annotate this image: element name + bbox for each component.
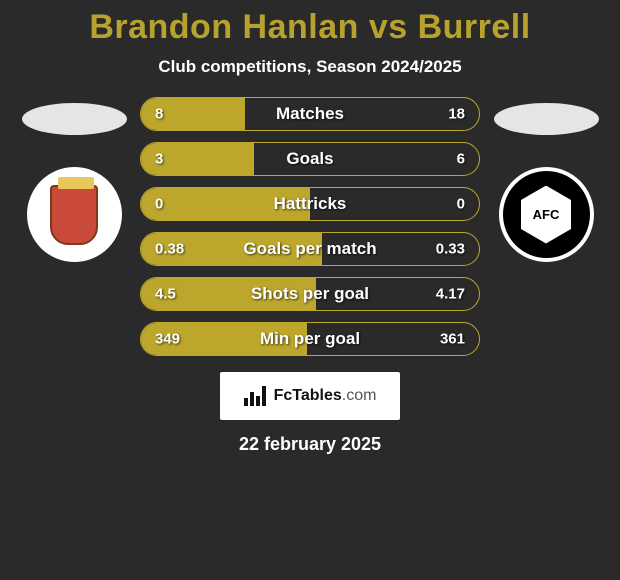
stat-row: 0 Hattricks 0 <box>140 187 480 221</box>
right-club-crest: AFC <box>499 167 594 262</box>
stat-label: Min per goal <box>260 329 360 349</box>
stat-value-right: 6 <box>457 151 465 168</box>
stats-column: 8 Matches 18 3 Goals 6 0 Hattricks 0 0.38 Goals pe… <box>140 97 480 356</box>
right-player-name-oval <box>494 103 599 135</box>
watermark-text: FcTables.com <box>274 387 377 405</box>
snapshot-date: 22 february 2025 <box>239 434 381 455</box>
right-player-col: AFC <box>486 97 606 262</box>
body-row: 8 Matches 18 3 Goals 6 0 Hattricks 0 0.38 Goals pe… <box>0 97 620 356</box>
stevenage-crest-icon <box>50 185 98 245</box>
shield-afc-crest-icon: AFC <box>521 186 571 244</box>
stat-value-left: 0.38 <box>155 241 184 258</box>
stat-value-left: 0 <box>155 196 163 213</box>
watermark-brand: FcTables <box>274 387 342 404</box>
stat-label: Hattricks <box>274 194 347 214</box>
stat-value-left: 349 <box>155 331 180 348</box>
left-player-name-oval <box>22 103 127 135</box>
stat-label: Goals per match <box>243 239 376 259</box>
stat-value-right: 0 <box>457 196 465 213</box>
watermark-domain: .com <box>342 387 377 404</box>
left-club-crest <box>27 167 122 262</box>
stat-value-right: 361 <box>440 331 465 348</box>
subtitle: Club competitions, Season 2024/2025 <box>158 57 461 77</box>
comparison-card: Brandon Hanlan vs Burrell Club competiti… <box>0 0 620 580</box>
stat-value-right: 18 <box>448 106 465 123</box>
stat-row: 349 Min per goal 361 <box>140 322 480 356</box>
page-title: Brandon Hanlan vs Burrell <box>89 8 530 47</box>
stat-value-left: 8 <box>155 106 163 123</box>
stat-value-right: 4.17 <box>436 286 465 303</box>
stat-row: 3 Goals 6 <box>140 142 480 176</box>
stat-row: 4.5 Shots per goal 4.17 <box>140 277 480 311</box>
left-player-col <box>14 97 134 262</box>
fctables-watermark: FcTables.com <box>220 372 400 420</box>
stat-value-right: 0.33 <box>436 241 465 258</box>
stat-label: Matches <box>276 104 344 124</box>
stat-row: 8 Matches 18 <box>140 97 480 131</box>
stat-value-left: 4.5 <box>155 286 176 303</box>
bar-chart-icon <box>244 386 268 406</box>
stat-value-left: 3 <box>155 151 163 168</box>
stat-row: 0.38 Goals per match 0.33 <box>140 232 480 266</box>
stat-label: Shots per goal <box>251 284 369 304</box>
stat-label: Goals <box>286 149 333 169</box>
